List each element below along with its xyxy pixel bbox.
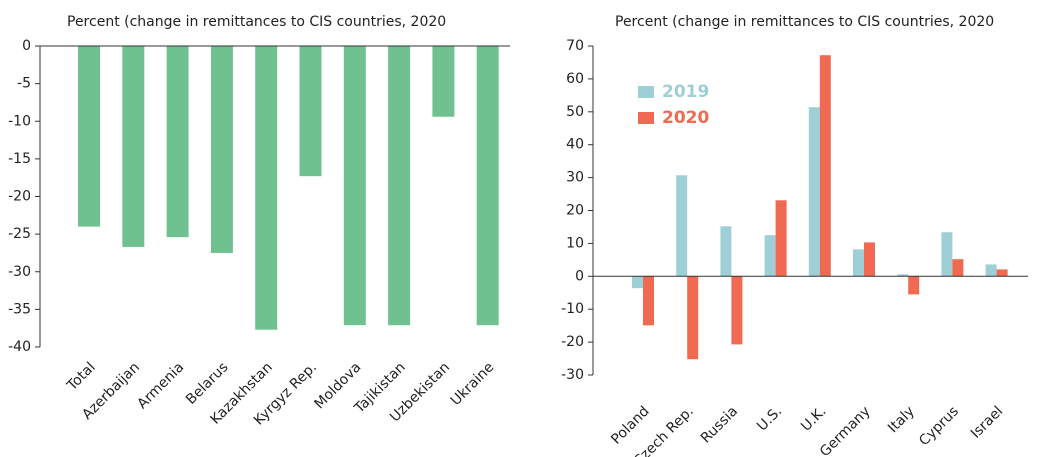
bar bbox=[432, 46, 455, 117]
bar bbox=[720, 226, 732, 277]
x-tick-label: Ukraine bbox=[448, 359, 498, 409]
x-tick-label: Total bbox=[64, 359, 99, 394]
bar bbox=[166, 46, 189, 238]
x-tick-label: U.K. bbox=[798, 403, 829, 434]
y-tick-label: 10 bbox=[566, 235, 584, 251]
y-tick-label: 70 bbox=[566, 38, 584, 54]
legend-label: 2020 bbox=[662, 108, 709, 128]
bar bbox=[941, 232, 953, 277]
legend-swatch bbox=[638, 86, 654, 98]
bar bbox=[78, 46, 100, 227]
bar bbox=[122, 46, 145, 247]
bar bbox=[388, 46, 411, 326]
bar bbox=[255, 46, 278, 330]
y-tick-label: 40 bbox=[566, 137, 584, 153]
y-tick-label: 20 bbox=[566, 203, 584, 219]
bar bbox=[632, 276, 643, 289]
bar bbox=[819, 55, 831, 277]
x-tick-label: U.S. bbox=[754, 403, 785, 434]
bar bbox=[299, 46, 322, 177]
bar bbox=[210, 46, 233, 253]
y-tick-label: -5 bbox=[17, 76, 31, 92]
bar bbox=[853, 249, 864, 277]
y-tick-label: -15 bbox=[8, 151, 31, 167]
y-tick-label: -25 bbox=[8, 226, 31, 242]
legend-swatch bbox=[638, 112, 654, 124]
y-tick-label: -10 bbox=[561, 301, 584, 317]
y-tick-label: 30 bbox=[566, 170, 584, 186]
y-tick-label: 0 bbox=[22, 38, 31, 54]
x-tick-label: Italy bbox=[885, 403, 918, 436]
bar bbox=[764, 235, 776, 277]
bar bbox=[676, 175, 688, 277]
y-tick-label: -35 bbox=[8, 301, 31, 317]
chart-title: Percent (change in remittances to CIS co… bbox=[67, 14, 446, 30]
y-tick-label: 50 bbox=[566, 104, 584, 120]
y-tick-label: -30 bbox=[561, 367, 584, 383]
bar bbox=[476, 46, 499, 326]
bar bbox=[985, 264, 997, 277]
bar bbox=[908, 276, 920, 295]
bar bbox=[864, 242, 875, 277]
x-tick-label: Poland bbox=[608, 403, 652, 447]
y-tick-label: -30 bbox=[8, 264, 31, 280]
y-tick-label: -40 bbox=[8, 339, 31, 355]
y-tick-label: 60 bbox=[566, 71, 584, 87]
x-tick-label: Israel bbox=[968, 403, 1006, 441]
y-tick-label: -20 bbox=[8, 189, 31, 205]
bar bbox=[897, 274, 909, 277]
x-tick-label: Russia bbox=[698, 403, 741, 446]
y-tick-label: -10 bbox=[8, 113, 31, 129]
bar bbox=[731, 276, 743, 345]
bar bbox=[643, 276, 654, 326]
bar bbox=[343, 46, 366, 326]
legend-label: 2019 bbox=[662, 82, 709, 102]
bar bbox=[952, 259, 964, 277]
bar bbox=[775, 200, 787, 277]
x-tick-label: Cyprus bbox=[916, 403, 962, 449]
x-tick-label: Armenia bbox=[134, 359, 187, 412]
bar bbox=[996, 269, 1008, 277]
chart-title: Percent (change in remittances to CIS co… bbox=[615, 14, 994, 30]
bar bbox=[687, 276, 699, 360]
y-tick-label: -20 bbox=[561, 334, 584, 350]
bar bbox=[808, 107, 820, 277]
y-tick-label: 0 bbox=[575, 268, 584, 284]
